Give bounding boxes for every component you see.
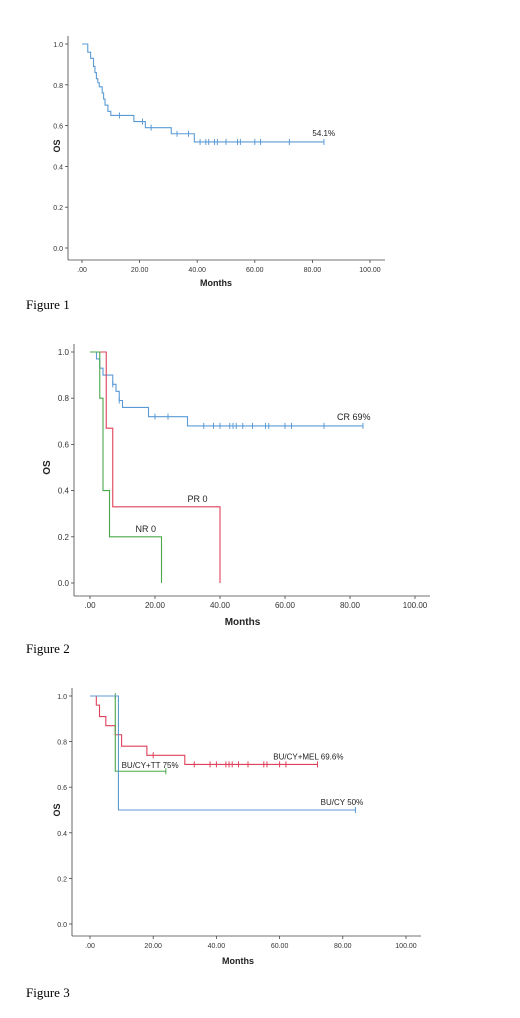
x-axis-title: Months <box>225 617 261 628</box>
y-axis-title: OS <box>52 139 62 152</box>
survival-curve <box>90 351 163 583</box>
x-tick-label: .00 <box>84 601 96 610</box>
x-tick-label: 60.00 <box>271 943 289 950</box>
x-tick-label: 80.00 <box>340 601 361 610</box>
y-tick-label: 0.2 <box>53 205 63 212</box>
x-axis-title: Months <box>222 956 254 966</box>
survival-curve <box>90 351 221 583</box>
y-tick-label: 0.0 <box>53 246 63 253</box>
survival-curve <box>90 695 356 811</box>
y-axis-title: OS <box>42 460 53 475</box>
y-tick-label: 0.8 <box>57 740 67 747</box>
x-tick-label: 100.00 <box>403 601 428 610</box>
x-tick-label: 60.00 <box>246 267 264 274</box>
x-tick-label: 80.00 <box>334 943 352 950</box>
km-chart-1: .00 20.00 40.00 60.00 80.00 100.00 0.0 0.2 0.4 0.… <box>52 36 385 288</box>
x-tick-label: 100.00 <box>395 943 417 950</box>
y-tick-label: 0.2 <box>58 533 70 542</box>
y-tick-label: 0.4 <box>58 487 70 496</box>
y-tick-label: 0.4 <box>53 164 63 171</box>
survival-curve <box>90 351 363 427</box>
x-tick-label: 100.00 <box>359 267 381 274</box>
x-tick-label: 20.00 <box>145 601 166 610</box>
figure-1-caption: Figure 1 <box>26 297 70 312</box>
km-chart-2: .00 20.00 40.00 60.00 80.00 100.00 0.0 0.2 0.4 0.… <box>42 344 430 628</box>
y-tick-label: 0.6 <box>58 440 70 449</box>
y-tick-label: 1.0 <box>57 694 67 701</box>
figure-2-caption: Figure 2 <box>26 641 70 656</box>
series-label: PR 0 <box>188 494 208 504</box>
x-tick-label: 80.00 <box>304 267 322 274</box>
y-tick-label: 0.0 <box>57 922 67 929</box>
x-tick-label: 20.00 <box>131 267 149 274</box>
x-axis-title: Months <box>200 278 232 288</box>
x-tick-label: 40.00 <box>210 601 231 610</box>
y-tick-label: 0.4 <box>57 831 67 838</box>
series-label: BU/CY 50% <box>321 798 364 807</box>
series-label: 54.1% <box>312 129 335 138</box>
series-label: BU/CY+TT 75% <box>122 761 179 770</box>
y-tick-label: 0.6 <box>57 785 67 792</box>
y-tick-label: 0.6 <box>53 124 63 131</box>
y-tick-label: 1.0 <box>58 348 70 357</box>
x-tick-label: 40.00 <box>188 267 206 274</box>
y-tick-label: 0.8 <box>53 83 63 90</box>
survival-curve <box>90 695 166 772</box>
x-tick-label: 40.00 <box>208 943 226 950</box>
x-tick-label: 20.00 <box>144 943 162 950</box>
series-label: CR 69% <box>337 412 371 422</box>
km-chart-3: .00 20.00 40.00 60.00 80.00 100.00 0.0 0.2 0.4 0.… <box>52 688 421 966</box>
x-tick-label: .00 <box>77 267 87 274</box>
y-tick-label: 0.2 <box>57 876 67 883</box>
survival-curve <box>82 43 324 143</box>
x-tick-label: 60.00 <box>275 601 296 610</box>
series-label: BU/CY+MEL 69.6% <box>273 752 343 761</box>
y-axis-title: OS <box>52 803 62 816</box>
figure-3-caption: Figure 3 <box>26 985 70 1000</box>
y-tick-label: 0.0 <box>58 579 70 588</box>
y-tick-label: 1.0 <box>53 42 63 49</box>
series-label: NR 0 <box>136 524 157 534</box>
y-tick-label: 0.8 <box>58 394 70 403</box>
x-tick-label: .00 <box>85 943 95 950</box>
